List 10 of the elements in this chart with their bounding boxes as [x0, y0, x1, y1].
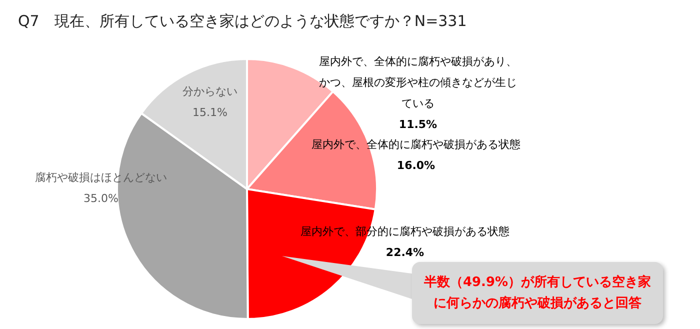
- slice-label: 腐朽や破損はほとんどない: [35, 170, 167, 184]
- slice-label: 分からない: [182, 84, 238, 98]
- slice-label: 屋内外で、全体的に腐朽や破損があり、かつ、屋根の変形や柱の傾きなどが生じている: [319, 54, 517, 110]
- data-label: 22.4%: [386, 246, 424, 259]
- chart-title: Q7 現在、所有している空き家はどのような状態ですか？N=331: [18, 12, 467, 31]
- data-label: 16.0%: [396, 158, 436, 172]
- data-label: 35.0%: [84, 192, 118, 205]
- slice-label: 屋内外で、全体的に腐朽や破損がある状態: [312, 138, 520, 151]
- data-label: 11.5%: [398, 118, 438, 131]
- data-label: 15.1%: [192, 106, 228, 119]
